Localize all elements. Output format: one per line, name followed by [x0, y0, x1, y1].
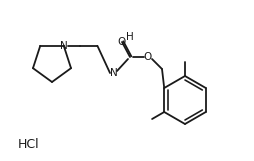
Text: HCl: HCl [18, 138, 40, 152]
Text: H: H [126, 32, 134, 42]
Text: N: N [60, 41, 68, 51]
Text: O: O [144, 52, 152, 62]
Text: N: N [110, 68, 118, 78]
Text: O: O [118, 37, 126, 47]
